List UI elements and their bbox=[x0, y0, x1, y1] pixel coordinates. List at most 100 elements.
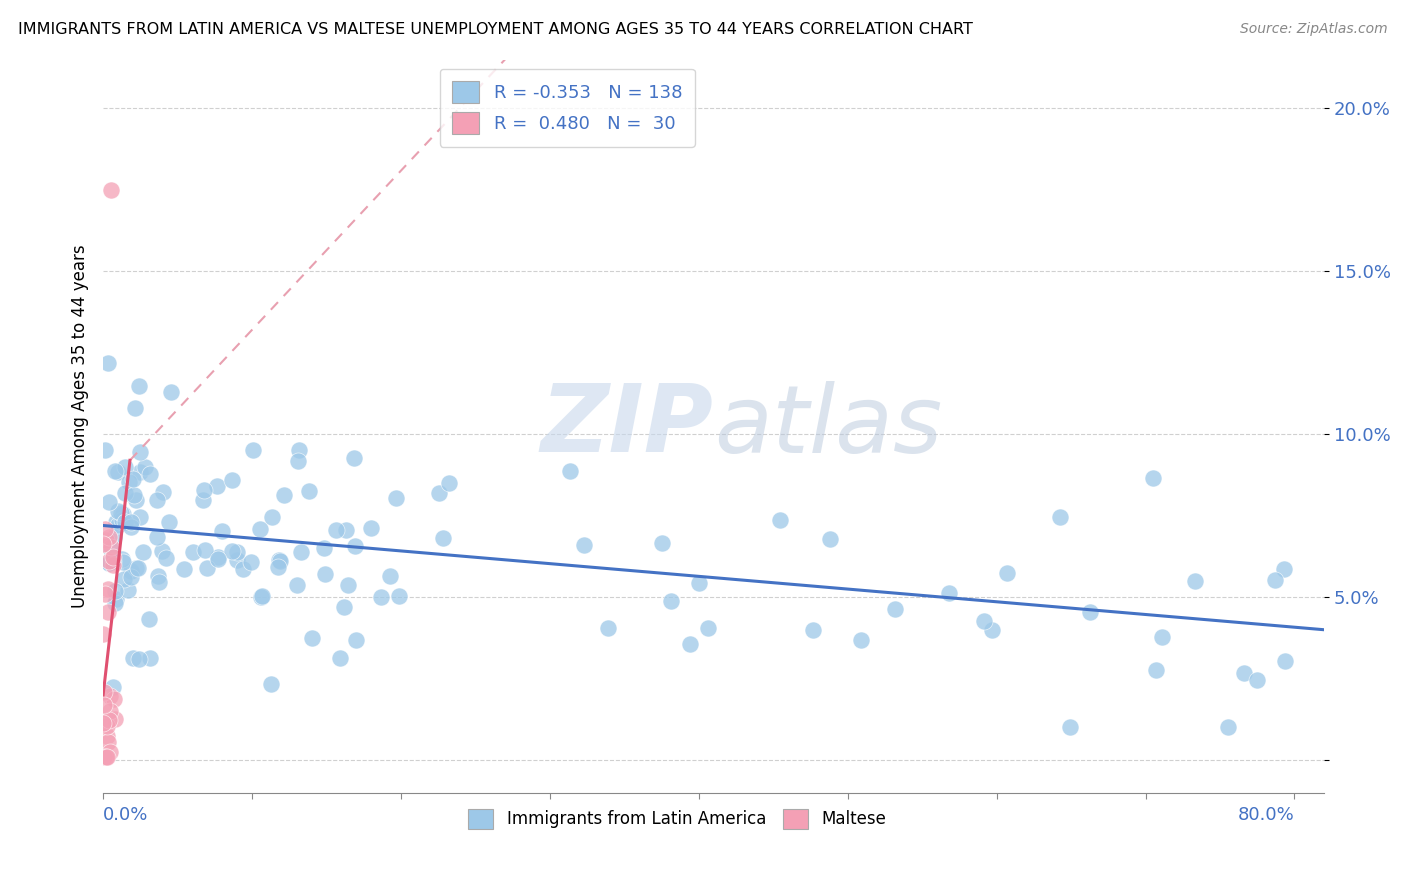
Point bbox=[333, 600, 356, 615]
Point bbox=[193, 483, 215, 497]
Point bbox=[104, 515, 127, 529]
Point bbox=[98, 556, 121, 570]
Point bbox=[96, 749, 118, 764]
Point bbox=[139, 651, 162, 665]
Point bbox=[97, 713, 120, 727]
Point bbox=[226, 545, 249, 559]
Point bbox=[150, 544, 173, 558]
Point bbox=[104, 591, 127, 606]
Point bbox=[101, 680, 124, 694]
Point bbox=[194, 543, 217, 558]
Point bbox=[1184, 574, 1206, 588]
Point bbox=[427, 486, 450, 500]
Point bbox=[818, 532, 841, 546]
Point bbox=[221, 473, 243, 487]
Point bbox=[129, 445, 152, 459]
Point bbox=[360, 521, 382, 535]
Point bbox=[1246, 673, 1268, 687]
Point bbox=[122, 650, 145, 665]
Point bbox=[93, 698, 115, 712]
Point bbox=[325, 523, 347, 537]
Text: 80.0%: 80.0% bbox=[1237, 805, 1295, 823]
Point bbox=[129, 509, 152, 524]
Point bbox=[125, 492, 148, 507]
Point bbox=[107, 504, 129, 518]
Point bbox=[98, 705, 121, 719]
Point bbox=[973, 614, 995, 628]
Point bbox=[98, 529, 121, 543]
Point bbox=[98, 689, 121, 703]
Point bbox=[100, 540, 122, 554]
Point bbox=[385, 491, 408, 505]
Point bbox=[111, 508, 134, 522]
Point bbox=[107, 518, 129, 533]
Point bbox=[91, 537, 114, 551]
Point bbox=[1144, 663, 1167, 677]
Point bbox=[97, 356, 120, 370]
Point bbox=[250, 590, 273, 604]
Point bbox=[659, 594, 682, 608]
Legend: Immigrants from Latin America, Maltese: Immigrants from Latin America, Maltese bbox=[461, 802, 893, 836]
Point bbox=[432, 532, 454, 546]
Point bbox=[97, 605, 120, 619]
Y-axis label: Unemployment Among Ages 35 to 44 years: Unemployment Among Ages 35 to 44 years bbox=[72, 244, 89, 608]
Point bbox=[344, 539, 367, 553]
Point bbox=[679, 637, 702, 651]
Point bbox=[269, 554, 291, 568]
Point bbox=[114, 459, 136, 474]
Point bbox=[96, 730, 118, 744]
Point bbox=[114, 515, 136, 529]
Point bbox=[146, 493, 169, 508]
Point bbox=[155, 550, 177, 565]
Point bbox=[138, 612, 160, 626]
Point bbox=[146, 568, 169, 582]
Point bbox=[103, 549, 125, 564]
Point bbox=[97, 556, 120, 570]
Point bbox=[688, 575, 710, 590]
Point bbox=[93, 685, 115, 699]
Point bbox=[103, 691, 125, 706]
Point bbox=[94, 587, 117, 601]
Point bbox=[1059, 721, 1081, 735]
Point bbox=[104, 583, 127, 598]
Point bbox=[290, 544, 312, 558]
Point bbox=[1142, 471, 1164, 485]
Text: IMMIGRANTS FROM LATIN AMERICA VS MALTESE UNEMPLOYMENT AMONG AGES 35 TO 44 YEARS : IMMIGRANTS FROM LATIN AMERICA VS MALTESE… bbox=[18, 22, 973, 37]
Point bbox=[343, 451, 366, 466]
Point bbox=[128, 379, 150, 393]
Point bbox=[697, 621, 720, 635]
Point bbox=[111, 552, 134, 566]
Text: 0.0%: 0.0% bbox=[103, 805, 149, 823]
Point bbox=[314, 566, 336, 581]
Point bbox=[160, 385, 183, 400]
Point bbox=[98, 554, 121, 568]
Point bbox=[851, 632, 873, 647]
Point bbox=[312, 541, 335, 555]
Point bbox=[995, 566, 1018, 580]
Point bbox=[114, 486, 136, 500]
Point bbox=[120, 516, 142, 530]
Point bbox=[148, 574, 170, 589]
Point bbox=[100, 183, 122, 197]
Point bbox=[250, 591, 273, 605]
Point bbox=[260, 509, 283, 524]
Point bbox=[97, 735, 120, 749]
Point bbox=[98, 745, 121, 759]
Point bbox=[118, 475, 141, 490]
Point bbox=[191, 493, 214, 508]
Point bbox=[127, 561, 149, 575]
Point bbox=[117, 582, 139, 597]
Point bbox=[110, 506, 132, 520]
Point bbox=[101, 554, 124, 568]
Point bbox=[93, 749, 115, 764]
Point bbox=[596, 622, 619, 636]
Point bbox=[100, 543, 122, 558]
Point bbox=[226, 552, 249, 566]
Point bbox=[121, 473, 143, 487]
Point bbox=[152, 485, 174, 500]
Point bbox=[134, 460, 156, 475]
Point bbox=[103, 464, 125, 478]
Point bbox=[138, 467, 160, 482]
Point bbox=[96, 718, 118, 732]
Point bbox=[94, 749, 117, 764]
